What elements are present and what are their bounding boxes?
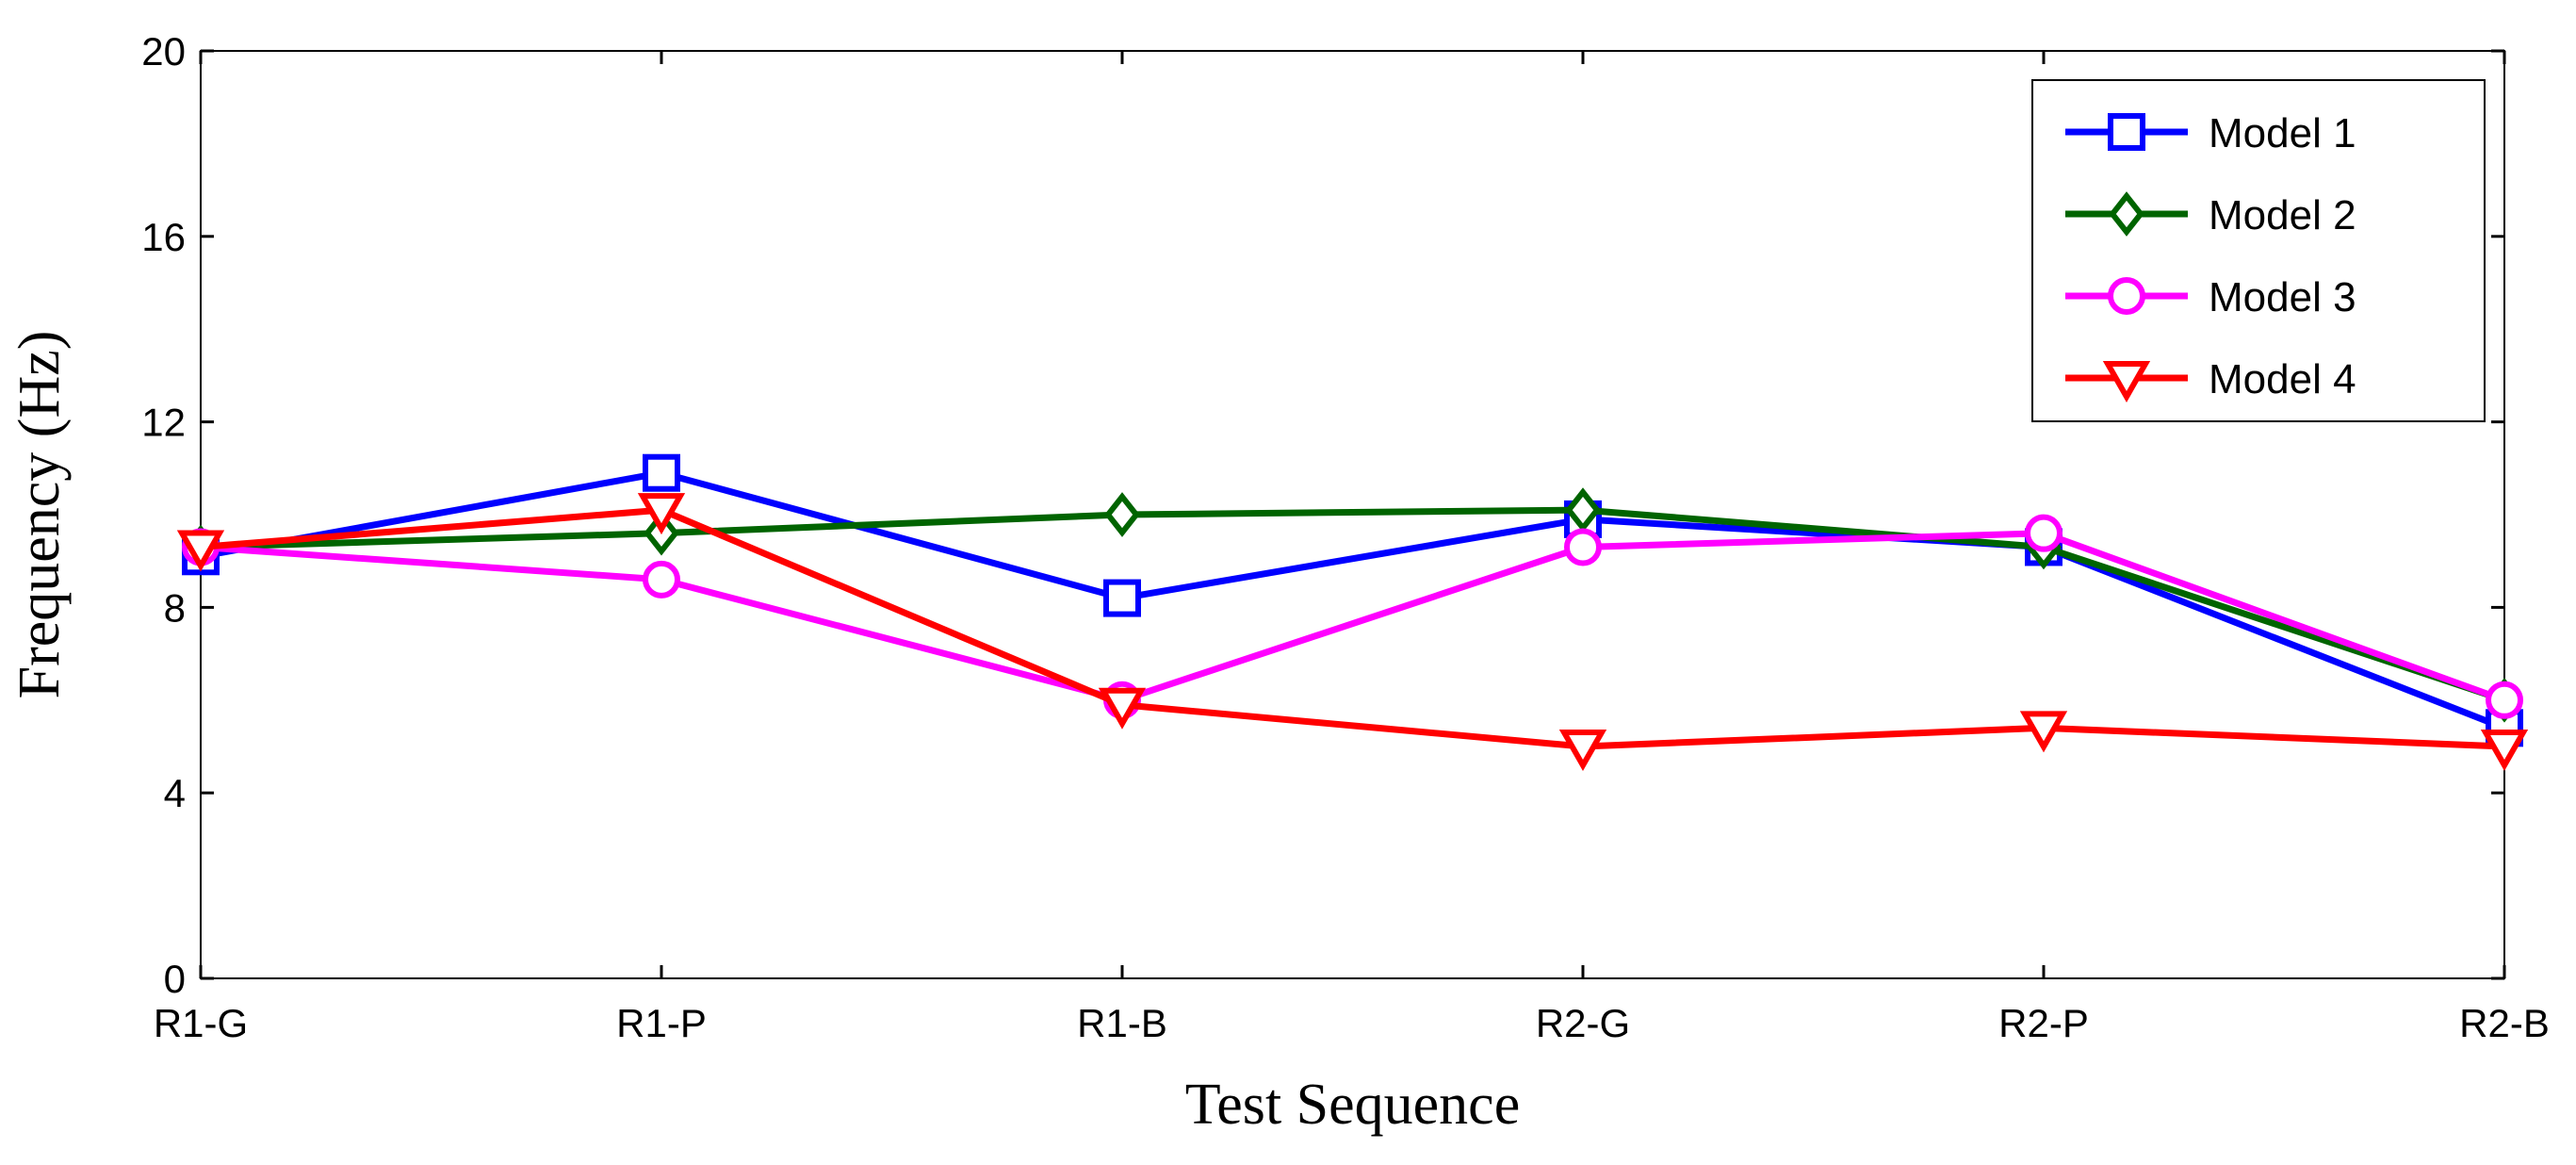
x-tick-label: R1-P — [616, 1001, 707, 1045]
x-tick-label: R2-P — [1998, 1001, 2089, 1045]
y-tick-label: 12 — [141, 401, 186, 445]
legend: Model 1 Model 2 Model 3 Model 4 — [2031, 79, 2486, 422]
x-tick-label: R2-G — [1536, 1001, 1630, 1045]
x-axis-title: Test Sequence — [1185, 1073, 1520, 1137]
data-point-model-3 — [2025, 514, 2062, 552]
x-tick-labels: R1-G R1-P R1-B R2-G R2-P R2-B — [154, 1001, 2550, 1045]
y-tick-label: 8 — [164, 585, 186, 630]
y-tick-label: 0 — [164, 957, 186, 1001]
legend-marker-model-3 — [2108, 277, 2145, 315]
y-tick-label: 16 — [141, 215, 186, 259]
series-line-model-3 — [200, 530, 2506, 704]
legend-marker-model-2 — [2109, 191, 2144, 237]
y-axis-title: Frequency (Hz) — [8, 331, 72, 699]
data-point-model-4 — [2480, 730, 2529, 772]
data-point-model-2 — [1565, 487, 1601, 533]
x-tick-label: R2-B — [2459, 1001, 2550, 1045]
legend-label-model-4: Model 4 — [2209, 356, 2356, 402]
legend-label-model-3: Model 3 — [2209, 274, 2356, 320]
legend-marker-model-4 — [2102, 361, 2151, 403]
data-point-model-4 — [1558, 730, 1607, 772]
data-point-model-3 — [2486, 681, 2523, 719]
x-tick-label: R1-G — [154, 1001, 248, 1045]
axis-ticks — [199, 49, 2506, 980]
plot-area-frame — [200, 50, 2505, 979]
y-tick-label: 4 — [164, 771, 186, 815]
x-tick-label: R1-B — [1077, 1001, 1167, 1045]
data-point-model-1 — [643, 453, 680, 492]
data-point-model-3 — [1564, 528, 1602, 566]
legend-marker-model-1 — [2108, 113, 2145, 151]
data-point-model-3 — [643, 560, 680, 599]
series-line-model-2 — [200, 506, 2506, 704]
data-point-model-4 — [637, 493, 686, 535]
legend-item-model-2: Model 2 — [2065, 191, 2356, 238]
y-tick-label: 20 — [141, 29, 186, 74]
series-line-model-4 — [200, 506, 2505, 750]
data-point-model-4 — [2019, 711, 2068, 753]
data-point-model-2 — [1104, 492, 1140, 537]
series-layer — [176, 453, 2529, 772]
legend-item-model-3: Model 3 — [2065, 274, 2356, 320]
data-point-model-4 — [1098, 687, 1147, 730]
series-line-model-1 — [200, 469, 2506, 731]
data-point-model-4 — [176, 530, 225, 572]
data-point-model-1 — [1103, 579, 1141, 617]
legend-item-model-1: Model 1 — [2065, 110, 2356, 156]
series-model-4 — [176, 493, 2529, 772]
y-tick-labels: 0 4 8 12 16 20 — [141, 29, 186, 1001]
legend-label-model-1: Model 1 — [2209, 110, 2356, 156]
legend-label-model-2: Model 2 — [2209, 192, 2356, 238]
legend-item-model-4: Model 4 — [2065, 356, 2356, 403]
